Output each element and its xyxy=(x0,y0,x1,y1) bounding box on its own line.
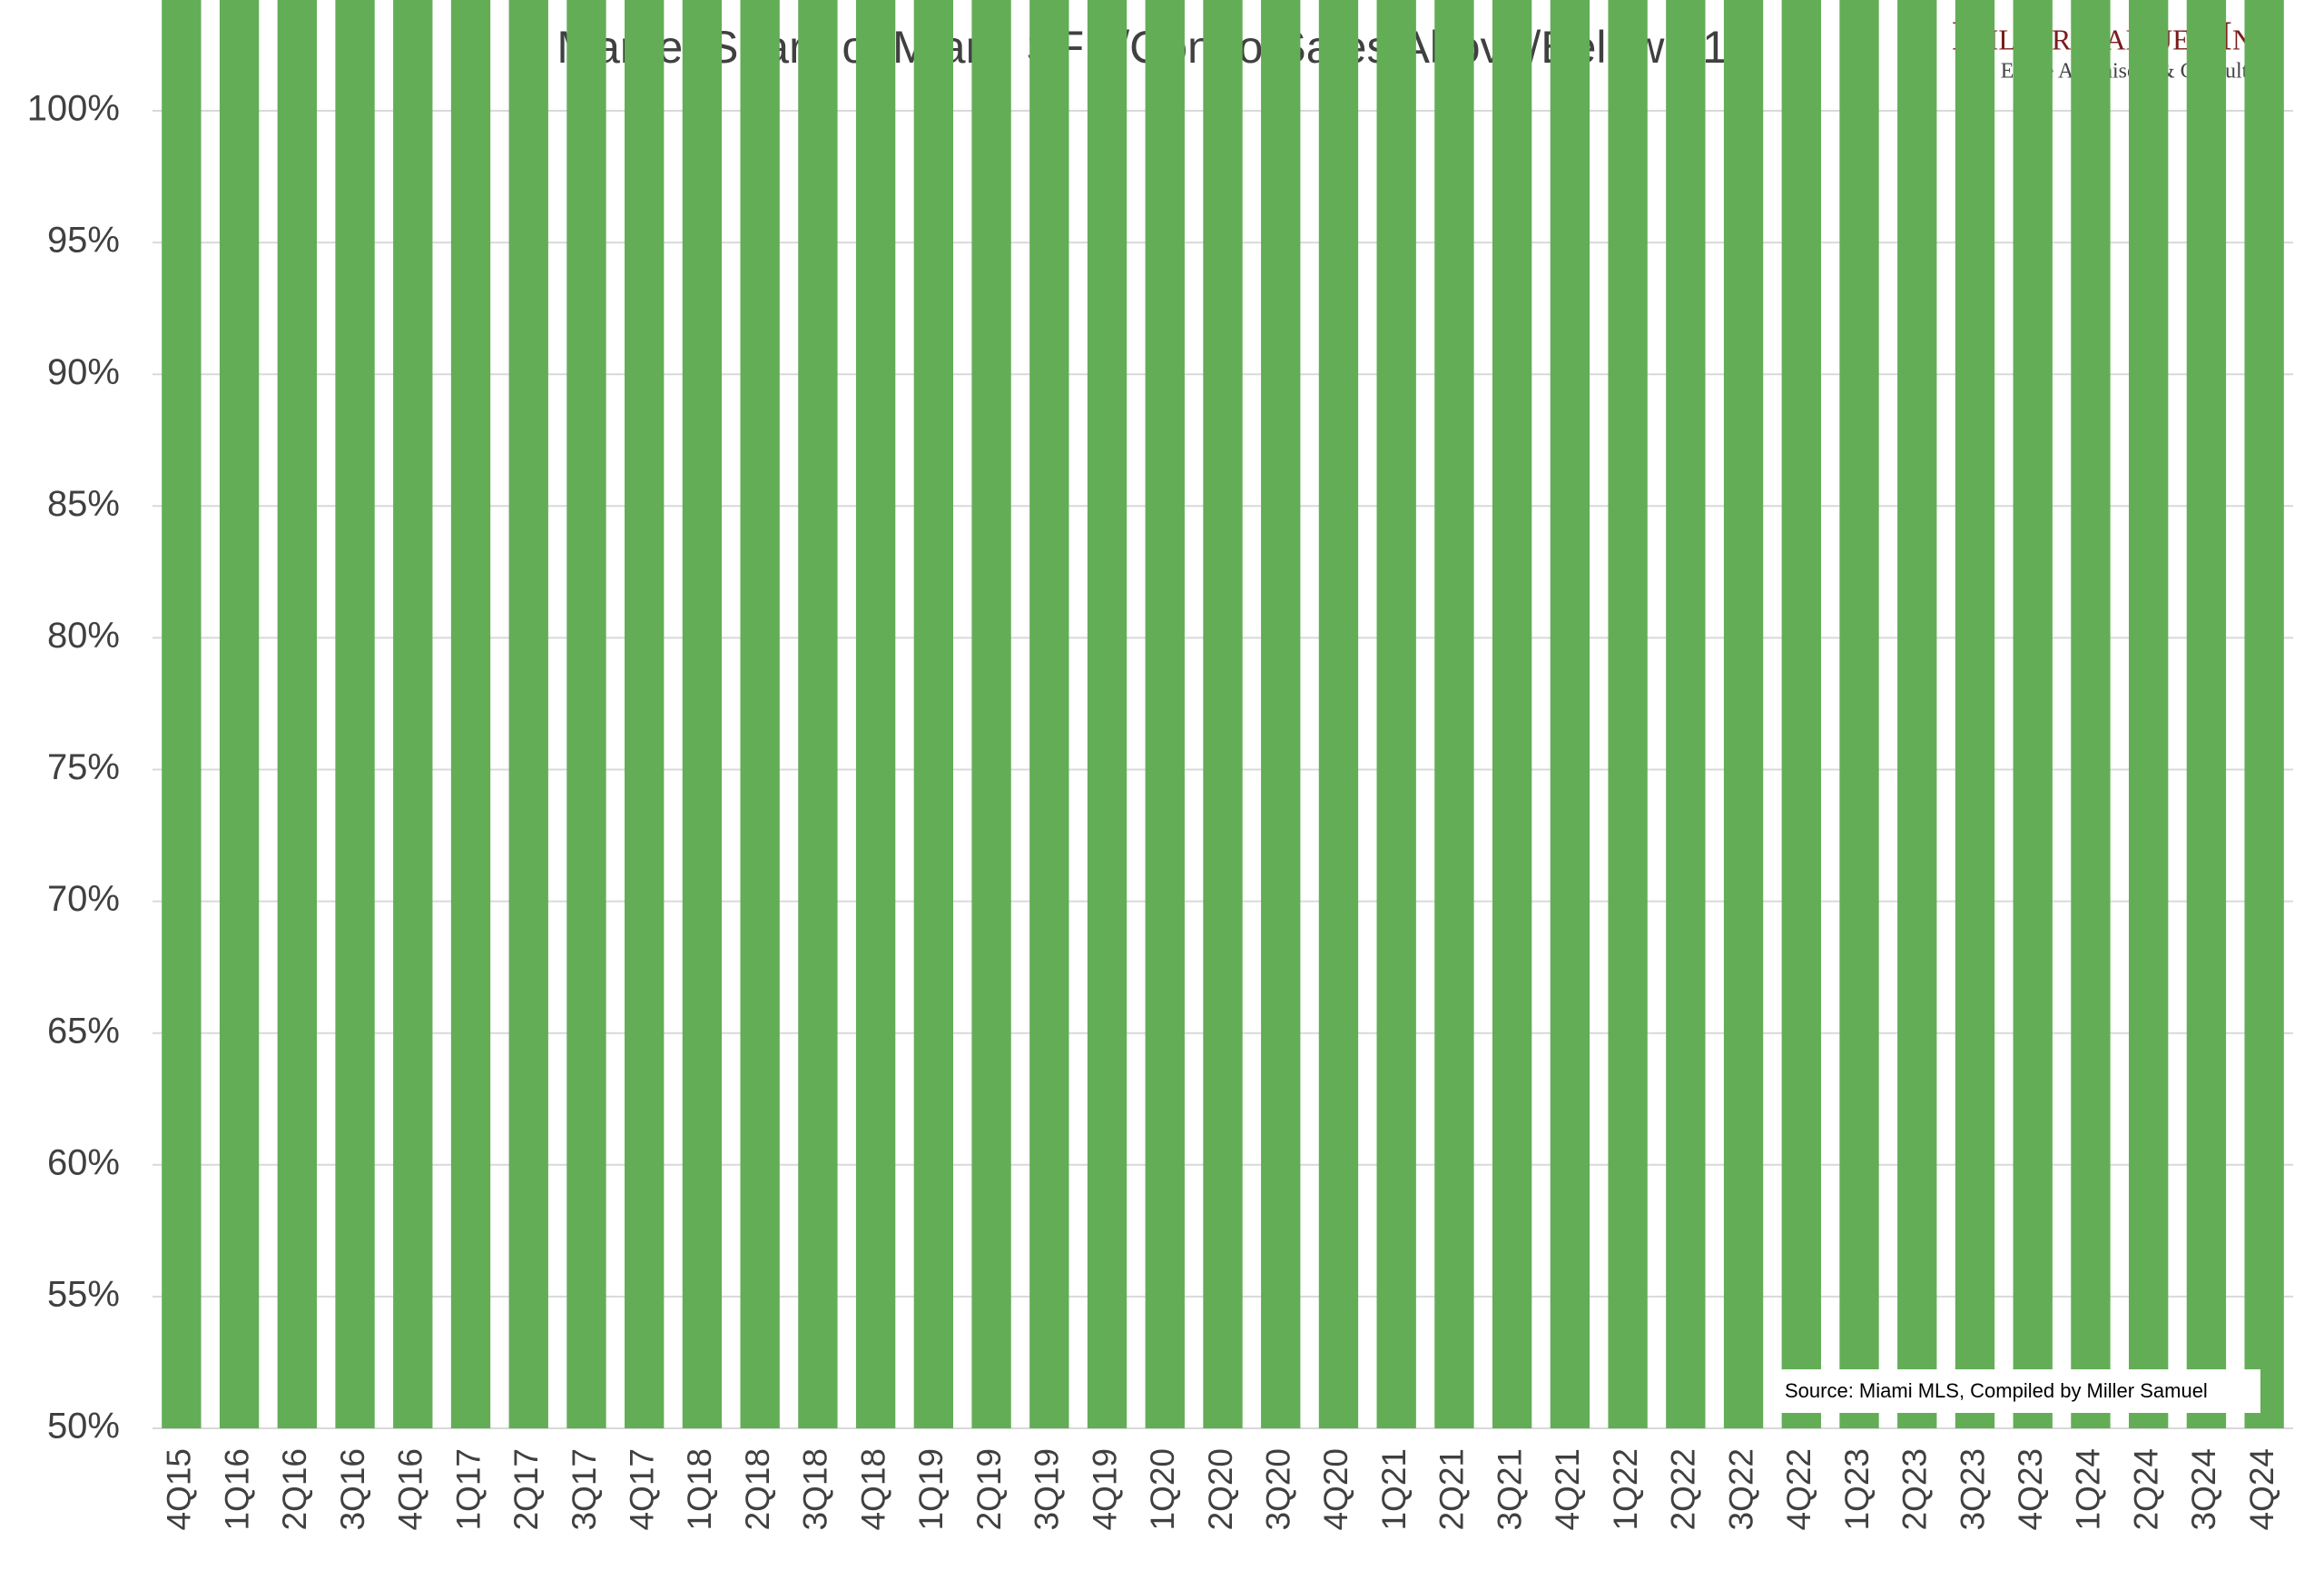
x-tick-label: 4Q20 xyxy=(1317,1448,1354,1531)
x-tick-label: 2Q17 xyxy=(507,1448,545,1531)
bar-segment xyxy=(566,0,606,1428)
y-tick-label: 85% xyxy=(47,484,120,524)
y-tick-label: 90% xyxy=(47,352,120,392)
bar-segment xyxy=(740,0,780,1428)
x-tick-label: 2Q18 xyxy=(739,1448,776,1531)
bar-segment xyxy=(1492,0,1532,1428)
bar-segment xyxy=(1145,0,1185,1428)
bar-segment xyxy=(393,0,433,1429)
bar-segment xyxy=(1550,0,1590,1429)
x-tick-label: 3Q16 xyxy=(334,1448,371,1531)
logo-tagline: Real Estate Appraisers & Consultants xyxy=(1955,60,2283,84)
bar-segment xyxy=(1029,0,1069,1428)
x-tick-label: 2Q22 xyxy=(1665,1448,1702,1531)
x-tick-label: 1Q16 xyxy=(218,1448,255,1531)
bar-segment xyxy=(2186,0,2227,1429)
source-note: Source: Miami MLS, Compiled by Miller Sa… xyxy=(1785,1379,2208,1402)
x-tick-label: 3Q22 xyxy=(1722,1448,1759,1531)
x-tick-label: 1Q22 xyxy=(1607,1448,1644,1531)
bar-segment xyxy=(1897,0,1937,1429)
bar-segment xyxy=(1087,0,1128,1428)
x-tick-label: 4Q23 xyxy=(2012,1448,2049,1531)
x-tick-label: 4Q17 xyxy=(623,1448,660,1531)
bar-segment xyxy=(1203,0,1243,1429)
logo-name: Miller Samuel Inc. xyxy=(1952,13,2283,59)
y-tick-label: 100% xyxy=(27,89,120,129)
y-tick-label: 95% xyxy=(47,221,120,261)
x-tick-label: 3Q23 xyxy=(1954,1448,1991,1531)
bar-segment xyxy=(1955,0,1995,1428)
y-tick-label: 80% xyxy=(47,616,120,656)
x-tick-label: 1Q20 xyxy=(1144,1448,1181,1531)
x-tick-label: 3Q21 xyxy=(1491,1448,1528,1531)
x-tick-label: 2Q21 xyxy=(1433,1448,1471,1531)
x-tick-label: 2Q24 xyxy=(2127,1448,2164,1531)
bar-segment xyxy=(508,0,548,1429)
bar-segment xyxy=(855,0,896,1429)
x-tick-label: 3Q17 xyxy=(566,1448,603,1531)
bar-segment xyxy=(1723,0,1764,1428)
bar-segment xyxy=(2071,0,2111,1429)
y-tick-label: 65% xyxy=(47,1011,120,1051)
y-tick-label: 50% xyxy=(47,1407,120,1447)
bar-segment xyxy=(2244,0,2284,1428)
y-tick-label: 75% xyxy=(47,747,120,787)
bar-segment xyxy=(2013,0,2053,1428)
x-tick-label: 4Q22 xyxy=(1780,1448,1817,1531)
bar-segment xyxy=(450,0,491,1428)
bar-segment xyxy=(682,0,723,1428)
y-tick-label: 70% xyxy=(47,879,120,919)
y-tick-label: 60% xyxy=(47,1142,120,1182)
bar-segment xyxy=(1318,0,1359,1428)
x-tick-label: 4Q19 xyxy=(1086,1448,1123,1531)
bar-segment xyxy=(1608,0,1648,1428)
bar-segment xyxy=(162,0,202,1428)
x-tick-label: 1Q21 xyxy=(1375,1448,1413,1531)
x-tick-label: 4Q15 xyxy=(161,1448,198,1531)
x-tick-label: 4Q18 xyxy=(854,1448,891,1531)
x-tick-label: 2Q23 xyxy=(1896,1448,1934,1531)
bar-segment xyxy=(1666,0,1706,1428)
bar-segment xyxy=(1839,0,1879,1428)
bar-segment xyxy=(1434,0,1474,1429)
x-tick-label: 3Q20 xyxy=(1260,1448,1297,1531)
bar-segment xyxy=(2129,0,2169,1428)
bar-segment xyxy=(277,0,317,1428)
bar-segment xyxy=(1376,0,1416,1428)
bar-segment xyxy=(913,0,954,1428)
source-box xyxy=(1772,1369,2260,1413)
y-tick-label: 55% xyxy=(47,1274,120,1314)
x-tick-label: 3Q18 xyxy=(797,1448,834,1531)
x-tick-label: 4Q16 xyxy=(392,1448,429,1531)
x-tick-label: 1Q18 xyxy=(681,1448,718,1531)
x-tick-label: 3Q19 xyxy=(1029,1448,1066,1531)
x-tick-label: 1Q19 xyxy=(912,1448,950,1531)
x-tick-label: 1Q17 xyxy=(449,1448,487,1531)
bar-segment xyxy=(335,0,375,1429)
x-tick-label: 4Q24 xyxy=(2243,1448,2280,1531)
bar-segment xyxy=(1261,0,1301,1429)
x-tick-label: 2Q20 xyxy=(1202,1448,1239,1531)
bar-segment xyxy=(971,0,1011,1428)
x-tick-label: 2Q19 xyxy=(970,1448,1008,1531)
bar-segment xyxy=(1781,0,1821,1429)
bar-segment xyxy=(798,0,838,1429)
x-tick-label: 2Q16 xyxy=(276,1448,313,1531)
x-tick-label: 1Q24 xyxy=(2070,1448,2107,1531)
x-tick-label: 3Q24 xyxy=(2185,1448,2222,1531)
bar-segment xyxy=(625,0,665,1429)
x-tick-label: 4Q21 xyxy=(1549,1448,1586,1531)
x-tick-label: 1Q23 xyxy=(1838,1448,1876,1531)
bar-segment xyxy=(219,0,260,1429)
